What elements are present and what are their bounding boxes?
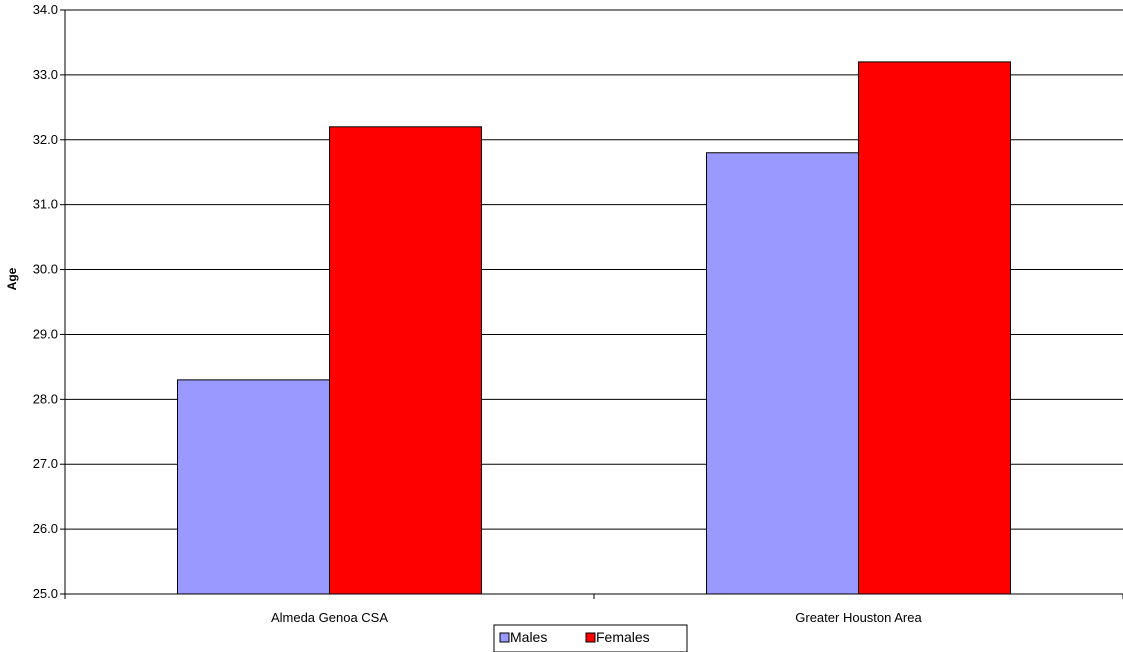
- legend-swatch-females: [585, 632, 596, 643]
- bar-females-1: [858, 61, 1011, 595]
- axes: [60, 9, 1123, 599]
- y-tick-label: 27.0: [33, 456, 58, 471]
- x-category-label: Greater Houston Area: [795, 610, 922, 625]
- bars: [177, 61, 1011, 595]
- legend-label-females: Females: [596, 629, 650, 645]
- y-tick-label: 33.0: [33, 67, 58, 82]
- y-tick-label: 31.0: [33, 197, 58, 212]
- y-tick-label: 29.0: [33, 326, 58, 341]
- bar-females-0: [329, 126, 482, 595]
- y-axis-title: Age: [5, 267, 19, 290]
- y-tick-label: 25.0: [33, 586, 58, 601]
- bar-males-0: [177, 379, 330, 595]
- legend-label-males: Males: [510, 629, 547, 645]
- x-category-label: Almeda Genoa CSA: [271, 610, 388, 625]
- legend-swatch-males: [499, 632, 510, 643]
- y-tick-label: 34.0: [33, 2, 58, 17]
- bar-males-1: [706, 152, 859, 595]
- axis-labels: 25.0 26.0 27.0 28.0 29.0 30.0 31.0 32.0 33.0 34.0…: [33, 2, 923, 625]
- legend: Males Females: [493, 624, 688, 652]
- y-tick-label: 30.0: [33, 262, 58, 277]
- y-tick-label: 26.0: [33, 521, 58, 536]
- y-tick-label: 28.0: [33, 391, 58, 406]
- y-tick-label: 32.0: [33, 132, 58, 147]
